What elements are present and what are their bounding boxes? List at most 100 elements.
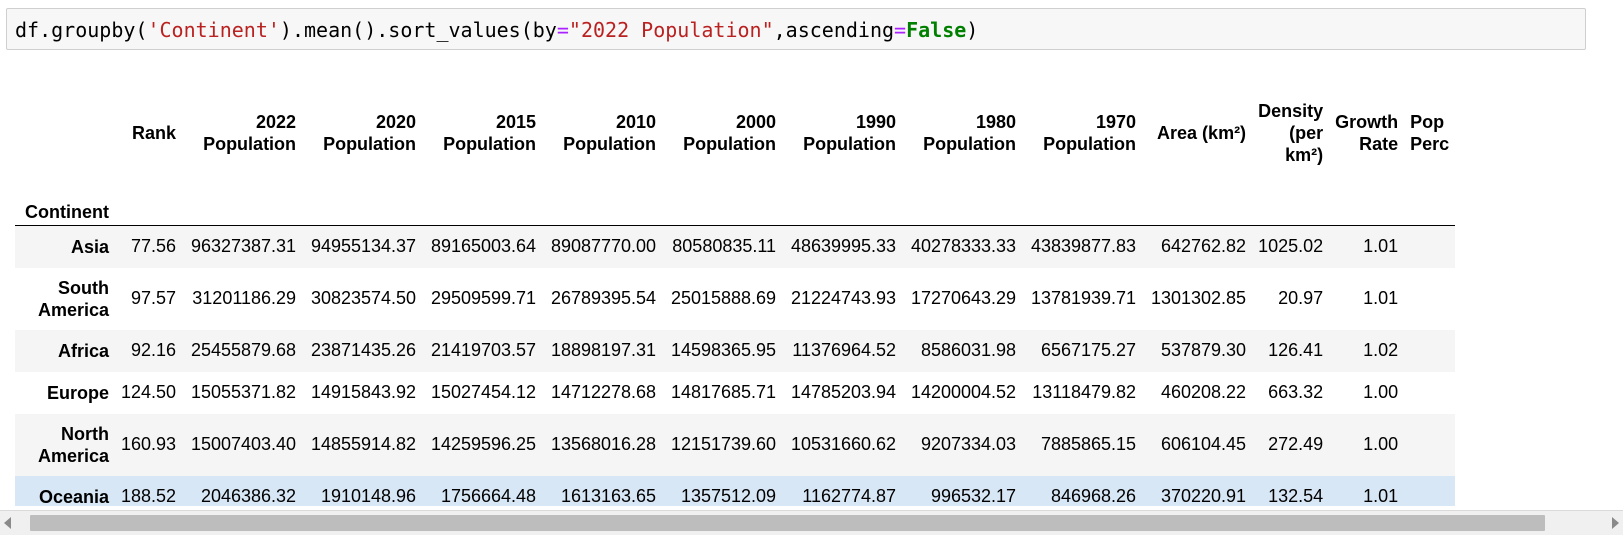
scroll-right-icon[interactable]	[1612, 517, 1619, 529]
output-area: Rank 2022 Population 2020 Population 2015 P…	[0, 58, 1623, 506]
code-token: df.groupby(	[15, 18, 148, 42]
table-cell: 89165003.64	[430, 236, 537, 257]
column-header: Rank	[132, 123, 177, 143]
table-cell: 1025.02	[1258, 236, 1324, 257]
table-cell: 2046386.32	[200, 486, 297, 506]
table-cell: 14200004.52	[910, 382, 1017, 402]
table-cell: 160.93	[121, 434, 177, 454]
table-cell: 20.97	[1278, 288, 1324, 308]
code-token: =	[894, 18, 907, 42]
table-cell	[1404, 268, 1455, 330]
table-cell: 40278333.33	[910, 236, 1017, 257]
scroll-left-icon[interactable]	[4, 517, 11, 529]
table-cell: 188.52	[121, 486, 177, 506]
table-cell: 1.00	[1363, 382, 1399, 402]
table-cell: 97.57	[131, 288, 177, 308]
table-cell: 370220.91	[1160, 486, 1247, 506]
table-cell: 31201186.29	[192, 288, 297, 308]
table-cell: 94955134.37	[310, 236, 417, 257]
table-cell: 18898197.31	[550, 340, 657, 360]
code-cell[interactable]: df.groupby('Continent').mean().sort_valu…	[6, 8, 1586, 50]
table-row[interactable]: Asia 77.56 96327387.31 94955134.37 89165003.…	[15, 225, 1456, 268]
column-header: 1970 Population	[1043, 112, 1137, 154]
table-cell: 21419703.57	[430, 340, 537, 360]
table-cell: 124.50	[121, 382, 177, 402]
table-cell: 132.54	[1268, 486, 1324, 506]
table-cell: 11376964.52	[792, 340, 897, 360]
table-cell: 21224743.93	[790, 288, 897, 308]
table-cell: 48639995.33	[790, 236, 897, 257]
table-cell: 15055371.82	[190, 382, 297, 402]
row-index: North America	[37, 423, 109, 466]
table-cell: 14598365.95	[670, 340, 777, 360]
index-name-filler	[115, 183, 1455, 226]
table-cell	[1404, 226, 1455, 268]
table-cell: 77.56	[131, 236, 177, 257]
table-cell: 14817685.71	[670, 382, 777, 402]
table-cell: 14785203.94	[790, 382, 897, 402]
row-index: South America	[37, 277, 109, 320]
table-cell: 23871435.26	[310, 340, 417, 360]
table-cell: 25455879.68	[190, 340, 297, 360]
column-header: Growth Rate	[1335, 112, 1399, 154]
table-cell	[1404, 330, 1455, 372]
table-cell: 1357512.09	[680, 486, 777, 506]
table-cell	[1404, 372, 1455, 414]
column-header: 2020 Population	[323, 112, 417, 154]
table-cell	[1404, 476, 1455, 507]
dataframe-table: Rank 2022 Population 2020 Population 2015 P…	[15, 83, 1456, 507]
table-cell: 14259596.25	[430, 434, 537, 454]
index-name-row: Continent	[15, 183, 1456, 226]
table-cell: 13568016.28	[550, 434, 657, 454]
column-header: 2022 Population	[203, 112, 297, 154]
table-cell: 846968.26	[1050, 486, 1137, 506]
table-cell: 17270643.29	[910, 288, 1017, 308]
column-header: Density (per km²)	[1258, 101, 1324, 165]
table-cell: 1.02	[1363, 340, 1399, 360]
table-cell: 25015888.69	[670, 288, 777, 308]
table-cell: 1.01	[1363, 236, 1399, 257]
code-token: )	[966, 18, 979, 42]
table-row[interactable]: Oceania 188.52 2046386.32 1910148.96 1756664…	[15, 475, 1456, 507]
table-row[interactable]: Africa 92.16 25455879.68 23871435.26 2141970…	[15, 329, 1456, 372]
table-cell: 96327387.31	[190, 236, 297, 257]
table-cell	[1404, 414, 1455, 476]
column-header-row: Rank 2022 Population 2020 Population 2015 P…	[15, 83, 1455, 183]
table-cell: 14855914.82	[310, 434, 417, 454]
table-cell: 14915843.92	[310, 382, 417, 402]
scrollbar-thumb[interactable]	[30, 515, 1545, 531]
table-cell: 8586031.98	[920, 340, 1017, 360]
code-token: =	[556, 18, 569, 42]
table-cell: 126.41	[1268, 340, 1324, 360]
table-cell: 1.01	[1363, 486, 1399, 506]
table-cell: 12151739.60	[670, 434, 777, 454]
table-cell: 642762.82	[1160, 236, 1247, 257]
horizontal-scrollbar[interactable]	[0, 510, 1623, 535]
table-row[interactable]: South America 97.57 31201186.29 30823574.50…	[15, 267, 1456, 330]
table-cell: 30823574.50	[310, 288, 417, 308]
table-cell: 13781939.71	[1030, 288, 1137, 308]
row-index: Oceania	[38, 486, 109, 507]
table-cell: 1756664.48	[440, 486, 537, 506]
code-token: ).mean().sort_values(by	[279, 18, 557, 42]
table-cell: 1.01	[1363, 288, 1399, 308]
table-cell: 80580835.11	[672, 236, 777, 257]
table-cell: 1613163.65	[560, 486, 657, 506]
code-token: ,ascending	[773, 18, 895, 42]
table-cell: 92.16	[131, 340, 177, 360]
table-cell: 663.32	[1268, 382, 1324, 402]
code-token: 'Continent'	[147, 18, 280, 42]
table-cell: 29509599.71	[430, 288, 537, 308]
table-row[interactable]: Europe 124.50 15055371.82 14915843.92 150274…	[15, 371, 1456, 414]
table-cell: 9207334.03	[920, 434, 1017, 454]
table-cell: 272.49	[1268, 434, 1324, 454]
table-cell: 26789395.54	[550, 288, 657, 308]
table-row[interactable]: North America 160.93 15007403.40 14855914.8…	[15, 413, 1456, 476]
index-name: Continent	[25, 202, 109, 222]
column-header: 2010 Population	[563, 112, 657, 154]
table-cell: 1301302.85	[1150, 288, 1247, 308]
table-cell: 10531660.62	[790, 434, 897, 454]
table-cell: 89087770.00	[550, 236, 657, 257]
code-line[interactable]: df.groupby('Continent').mean().sort_valu…	[15, 18, 978, 42]
table-cell: 606104.45	[1160, 434, 1247, 454]
